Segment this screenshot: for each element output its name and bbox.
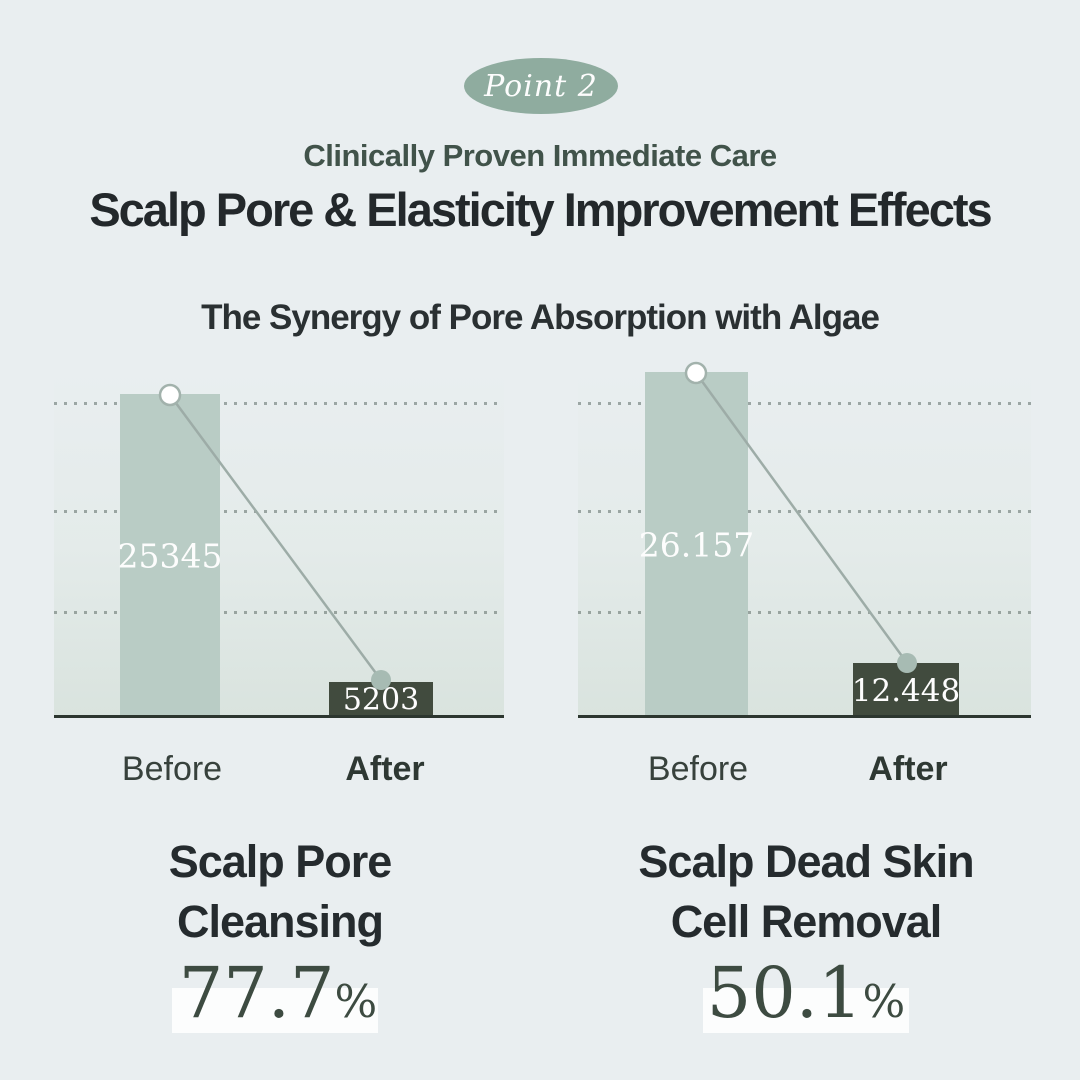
before-dot-marker: [158, 383, 182, 407]
chart-section-title: The Synergy of Pore Absorption with Alga…: [201, 298, 880, 337]
after-dot-marker: [897, 653, 917, 673]
page-title: Scalp Pore & Elasticity Improvement Effe…: [89, 183, 992, 236]
percent-value: 77.7: [178, 952, 335, 1034]
before-bar: 26.157: [639, 372, 754, 718]
before-label: Before: [647, 750, 749, 788]
before-bar-value: 26.157: [638, 525, 755, 565]
after-dot-marker: [371, 670, 391, 690]
caption-line: Cell Removal: [670, 896, 943, 947]
axis-baseline: [54, 715, 504, 718]
point-badge: Point 2: [464, 58, 618, 114]
trend-line-overlay: [684, 361, 917, 673]
result-percent-pore-cleansing: 77.7%: [179, 958, 378, 1037]
after-label: After: [868, 750, 948, 788]
percent-sign: %: [862, 975, 906, 1028]
after-bar-value: 12.448: [851, 672, 961, 709]
gridline: [578, 510, 1031, 513]
axis-baseline: [578, 715, 1031, 718]
result-caption-pore-cleansing: Scalp Pore Cleansing: [20, 832, 540, 952]
gridline: [54, 402, 504, 405]
trend-line: [694, 372, 909, 664]
result-caption-dead-skin: Scalp Dead Skin Cell Removal: [546, 832, 1066, 952]
result-percent-dead-skin: 50.1%: [707, 958, 906, 1037]
point-badge-label: Point 2: [484, 68, 598, 104]
before-bar: 25345: [117, 394, 223, 718]
caption-line: Scalp Pore: [168, 836, 393, 887]
trend-line-overlay: [158, 383, 391, 690]
chart-dead-skin-removal: 26.157 12.448: [578, 361, 1031, 718]
gridline: [54, 611, 504, 614]
after-label: After: [345, 750, 425, 788]
highlight-band: [172, 988, 378, 1033]
before-label: Before: [121, 750, 223, 788]
caption-line: Cleansing: [176, 896, 384, 947]
caption-line: Scalp Dead Skin: [638, 836, 974, 887]
percent-value: 50.1: [706, 952, 863, 1034]
subtitle: Clinically Proven Immediate Care: [303, 138, 777, 173]
highlight-band: [703, 988, 909, 1033]
before-bar-value: 25345: [117, 536, 223, 576]
gridline: [578, 611, 1031, 614]
percent-sign: %: [334, 975, 378, 1028]
chart-scalp-pore-cleansing: 25345 5203: [54, 368, 504, 718]
trend-line: [168, 394, 383, 681]
before-dot-marker: [684, 361, 708, 385]
gridline: [578, 402, 1031, 405]
gridline: [54, 510, 504, 513]
